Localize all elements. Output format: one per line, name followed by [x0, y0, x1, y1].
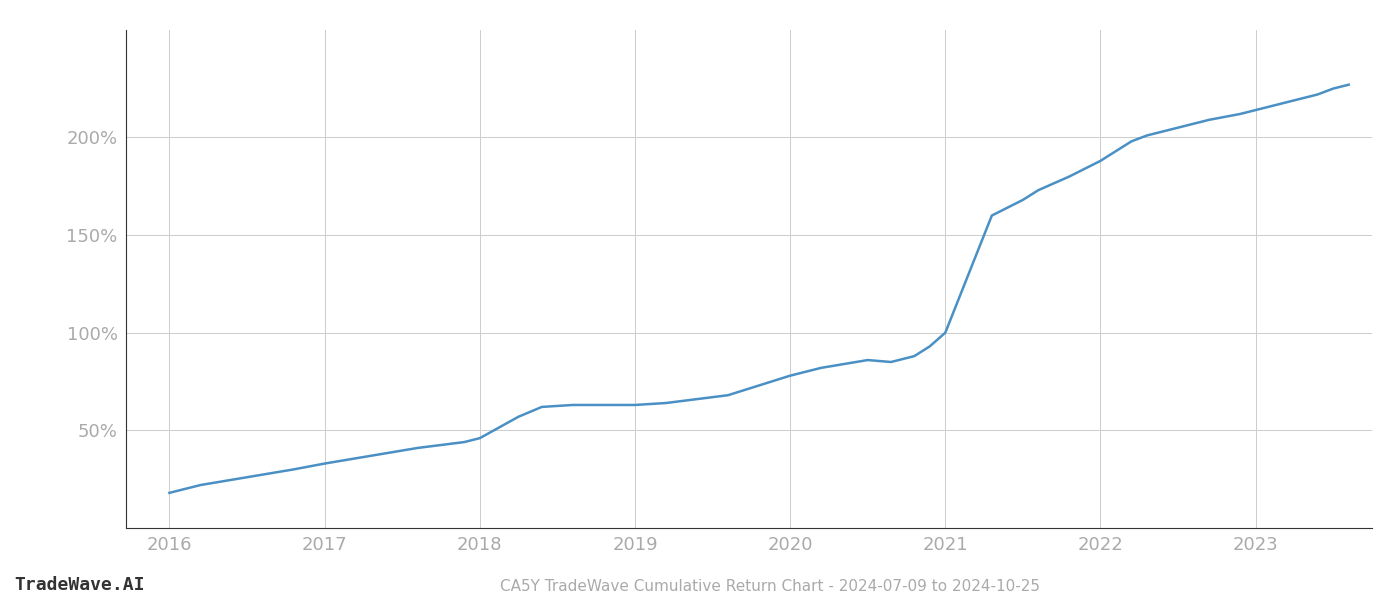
- Text: CA5Y TradeWave Cumulative Return Chart - 2024-07-09 to 2024-10-25: CA5Y TradeWave Cumulative Return Chart -…: [500, 579, 1040, 594]
- Text: TradeWave.AI: TradeWave.AI: [14, 576, 144, 594]
